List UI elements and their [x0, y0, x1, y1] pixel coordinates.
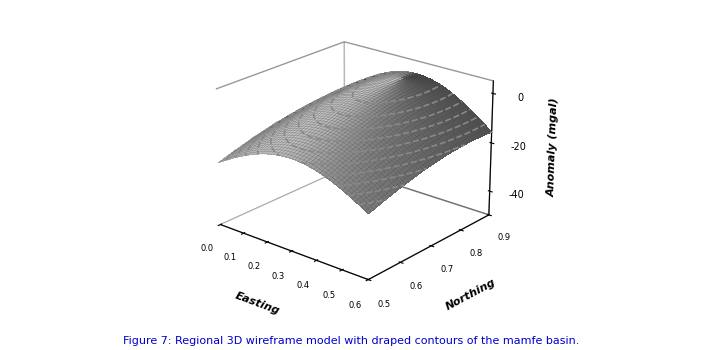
Text: Figure 7: Regional 3D wireframe model with draped contours of the mamfe basin.: Figure 7: Regional 3D wireframe model wi…: [123, 336, 580, 346]
Y-axis label: Northing: Northing: [444, 277, 498, 312]
X-axis label: Easting: Easting: [234, 290, 281, 316]
